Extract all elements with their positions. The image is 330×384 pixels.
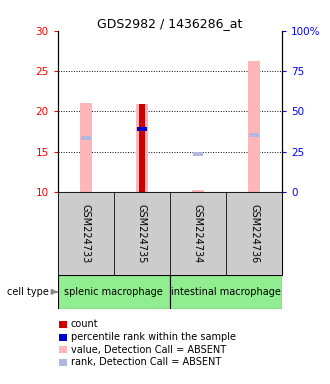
Title: GDS2982 / 1436286_at: GDS2982 / 1436286_at — [97, 17, 243, 30]
Bar — [136, 104, 148, 192]
Bar — [139, 104, 145, 192]
Bar — [170, 275, 282, 309]
Bar — [226, 192, 282, 275]
Text: GSM224734: GSM224734 — [193, 204, 203, 263]
Text: splenic macrophage: splenic macrophage — [64, 287, 163, 297]
Text: GSM224736: GSM224736 — [249, 204, 259, 263]
Bar — [137, 127, 147, 131]
Bar — [170, 192, 226, 275]
Text: intestinal macrophage: intestinal macrophage — [171, 287, 281, 297]
Text: GSM224733: GSM224733 — [81, 204, 91, 263]
Text: percentile rank within the sample: percentile rank within the sample — [71, 332, 236, 342]
Bar — [58, 275, 170, 309]
Bar — [192, 190, 204, 192]
Text: GSM224735: GSM224735 — [137, 204, 147, 263]
Bar — [58, 192, 114, 275]
Bar — [249, 133, 259, 137]
Bar — [81, 136, 91, 141]
Text: rank, Detection Call = ABSENT: rank, Detection Call = ABSENT — [71, 358, 221, 367]
Text: count: count — [71, 319, 98, 329]
Text: cell type: cell type — [7, 287, 49, 297]
Bar — [80, 103, 92, 192]
Bar — [248, 61, 260, 192]
Bar — [193, 152, 203, 156]
Bar — [114, 192, 170, 275]
Text: value, Detection Call = ABSENT: value, Detection Call = ABSENT — [71, 345, 226, 355]
